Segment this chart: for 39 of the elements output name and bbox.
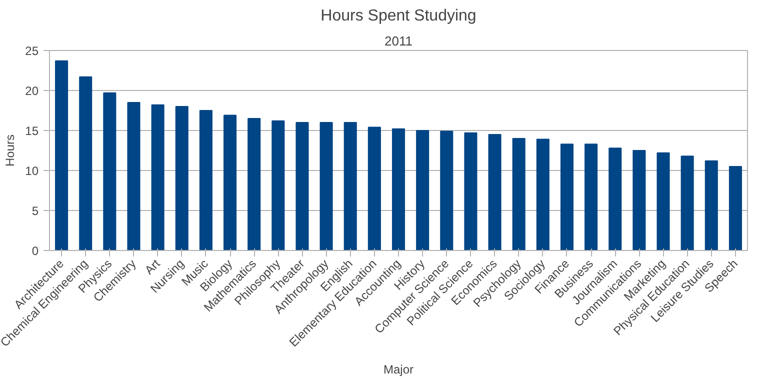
bar bbox=[127, 102, 140, 250]
bar bbox=[680, 156, 694, 250]
y-tick-label: 25 bbox=[25, 44, 39, 58]
y-tick-label: 20 bbox=[25, 84, 39, 98]
bar bbox=[608, 148, 622, 250]
y-axis-title: Hours bbox=[3, 134, 18, 167]
bar bbox=[199, 110, 212, 250]
bar bbox=[632, 150, 646, 250]
bar bbox=[344, 122, 357, 250]
chart-title: Hours Spent Studying bbox=[320, 8, 476, 24]
bar bbox=[103, 92, 116, 250]
bar bbox=[79, 76, 92, 250]
bar bbox=[248, 118, 261, 250]
bar bbox=[512, 138, 526, 250]
bar bbox=[584, 144, 598, 250]
bar bbox=[464, 132, 478, 250]
bar bbox=[728, 166, 742, 250]
bar bbox=[296, 122, 309, 250]
bar bbox=[224, 114, 237, 250]
bar bbox=[55, 60, 68, 250]
bar bbox=[440, 130, 454, 250]
x-axis-title: Major bbox=[383, 362, 414, 376]
bar bbox=[704, 160, 718, 250]
bar bbox=[488, 134, 502, 250]
bar bbox=[368, 126, 381, 250]
bar bbox=[416, 130, 430, 250]
bar bbox=[656, 152, 670, 250]
y-tick-label: 15 bbox=[25, 124, 39, 138]
y-tick-label: 0 bbox=[32, 244, 39, 258]
chart-subtitle: 2011 bbox=[384, 34, 412, 48]
bar bbox=[560, 144, 574, 250]
bar bbox=[272, 120, 285, 250]
bar bbox=[175, 106, 188, 250]
y-tick-label: 10 bbox=[25, 164, 39, 178]
bar bbox=[320, 122, 333, 250]
bar bbox=[536, 138, 550, 250]
bar bbox=[151, 104, 164, 250]
bar bbox=[392, 128, 406, 250]
y-tick-label: 5 bbox=[32, 204, 39, 218]
